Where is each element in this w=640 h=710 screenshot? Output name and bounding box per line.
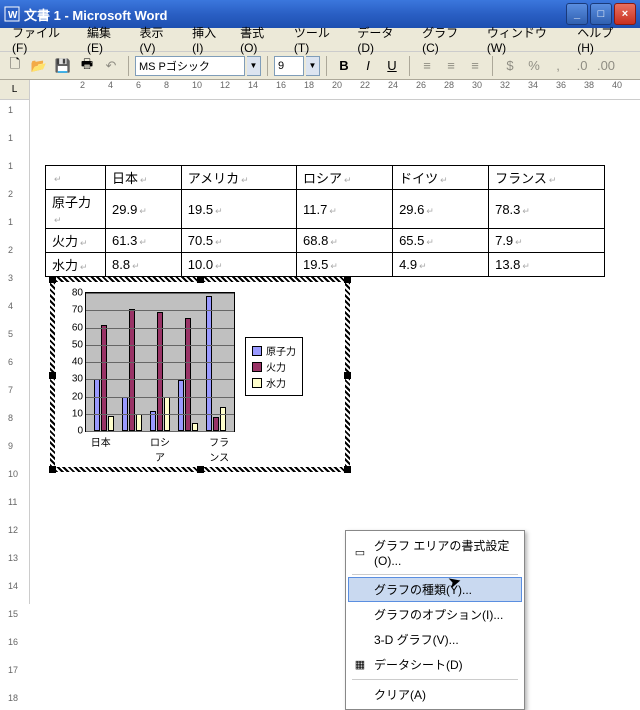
align-left-button[interactable]: ≡ (416, 55, 438, 77)
menu-tools[interactable]: ツール(T) (288, 22, 349, 57)
resize-handle[interactable] (49, 466, 56, 473)
size-select[interactable]: 9 (274, 56, 304, 76)
table-row: 水力8.810.019.54.913.8 (46, 253, 605, 277)
dec-inc-button[interactable]: .0 (571, 55, 593, 77)
menu-data[interactable]: データ(D) (351, 22, 414, 57)
chart-object[interactable]: 日本ロシアフランス 01020304050607080 原子力火力水力 (50, 277, 350, 472)
tab-selector[interactable]: L (0, 80, 30, 100)
table-header: 日本 (106, 166, 182, 190)
align-right-button[interactable]: ≡ (464, 55, 486, 77)
align-center-button[interactable]: ≡ (440, 55, 462, 77)
context-menu-item[interactable]: ▦データシート(D) (348, 652, 522, 677)
menu-view[interactable]: 表示(V) (134, 22, 185, 57)
data-table: 日本アメリカロシアドイツフランス原子力29.919.511.729.678.3火… (45, 165, 605, 277)
menu-format[interactable]: 書式(O) (234, 22, 286, 57)
save-button[interactable]: 💾 (52, 55, 74, 77)
percent-button[interactable]: % (523, 55, 545, 77)
resize-handle[interactable] (197, 466, 204, 473)
context-menu-item[interactable]: クリア(A) (348, 682, 522, 707)
table-row: 火力61.370.568.865.57.9 (46, 229, 605, 253)
menu-edit[interactable]: 編集(E) (81, 22, 132, 57)
table-header: フランス (489, 166, 605, 190)
open-button[interactable]: 📂 (28, 55, 50, 77)
resize-handle[interactable] (344, 372, 351, 379)
print-button[interactable]: 🖶 (76, 55, 98, 77)
underline-button[interactable]: U (381, 55, 403, 77)
table-row: 原子力29.919.511.729.678.3 (46, 190, 605, 229)
ruler-vertical: 1112123456789101112131415161718 (0, 100, 30, 604)
table-header: アメリカ (181, 166, 296, 190)
italic-button[interactable]: I (357, 55, 379, 77)
menu-graph[interactable]: グラフ(C) (416, 22, 479, 57)
table-header (46, 166, 106, 190)
comma-button[interactable]: , (547, 55, 569, 77)
context-menu-item[interactable]: グラフの種類(Y)... (348, 577, 522, 602)
context-menu-item[interactable]: 3-D グラフ(V)... (348, 627, 522, 652)
window-title: 文書 1 - Microsoft Word (24, 5, 566, 24)
resize-handle[interactable] (49, 276, 56, 283)
menu-window[interactable]: ウィンドウ(W) (481, 22, 569, 57)
chart-plot-area: 日本ロシアフランス 01020304050607080 (85, 292, 235, 432)
chart-legend: 原子力火力水力 (245, 337, 303, 396)
context-menu-item[interactable]: ▭グラフ エリアの書式設定(O)... (348, 533, 522, 572)
menubar: ファイル(F) 編集(E) 表示(V) 挿入(I) 書式(O) ツール(T) デ… (0, 28, 640, 52)
font-dropdown-icon[interactable]: ▼ (247, 56, 261, 76)
resize-handle[interactable] (344, 276, 351, 283)
context-menu: ▭グラフ エリアの書式設定(O)... グラフの種類(Y)...グラフのオプション… (345, 530, 525, 710)
resize-handle[interactable] (49, 372, 56, 379)
menu-help[interactable]: ヘルプ(H) (571, 22, 634, 57)
menu-file[interactable]: ファイル(F) (6, 22, 79, 57)
currency-button[interactable]: $ (499, 55, 521, 77)
resize-handle[interactable] (344, 466, 351, 473)
table-header: ロシア (297, 166, 393, 190)
size-dropdown-icon[interactable]: ▼ (306, 56, 320, 76)
menu-insert[interactable]: 挿入(I) (186, 22, 232, 57)
font-select[interactable]: MS Pゴシック (135, 56, 245, 76)
context-menu-item[interactable]: グラフのオプション(I)... (348, 602, 522, 627)
document-page: 日本アメリカロシアドイツフランス原子力29.919.511.729.678.3火… (30, 100, 640, 604)
new-button[interactable]: 🗋 (4, 55, 26, 77)
dec-dec-button[interactable]: .00 (595, 55, 617, 77)
svg-text:W: W (8, 10, 18, 21)
resize-handle[interactable] (197, 276, 204, 283)
bold-button[interactable]: B (333, 55, 355, 77)
table-header: ドイツ (393, 166, 489, 190)
undo-button[interactable]: ↶ (100, 55, 122, 77)
app-icon: W (4, 6, 20, 22)
ruler-horizontal: 246810121416182022242628303234363840 (60, 80, 640, 100)
